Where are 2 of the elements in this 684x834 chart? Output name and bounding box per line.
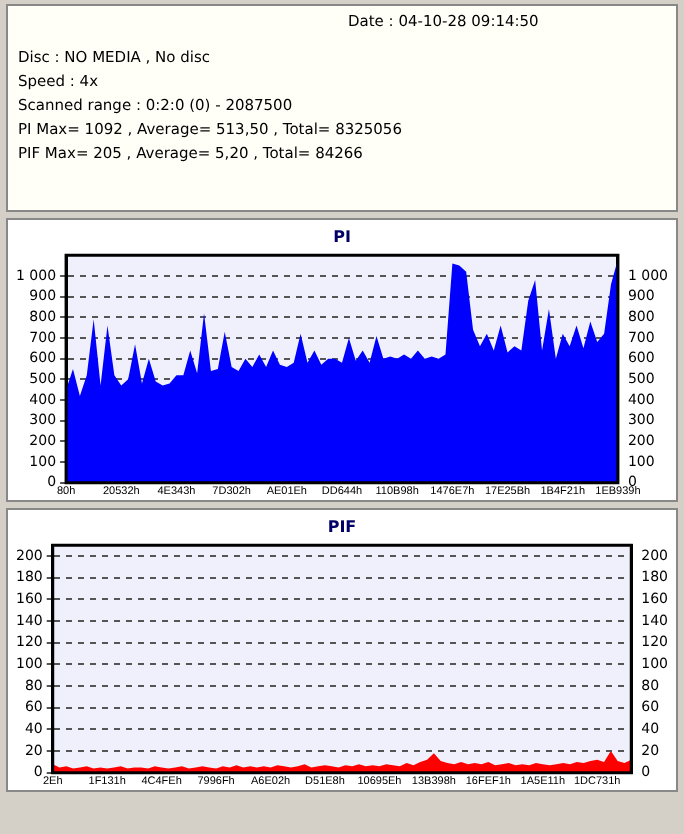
chart-title: PI [333, 227, 351, 246]
chart-title: PIF [327, 517, 357, 536]
